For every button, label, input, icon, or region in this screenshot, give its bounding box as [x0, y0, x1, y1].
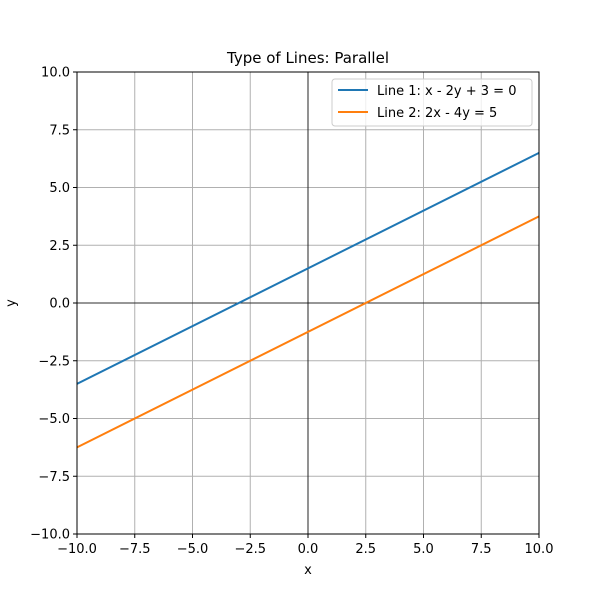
- series-layer: [76, 151, 540, 449]
- x-tick-label: 5.0: [413, 542, 434, 557]
- y-axis-ticks: −10.0 −7.5 −5.0 −2.5 0.0 2.5 5.0 7.5 10.0: [30, 66, 77, 543]
- y-tick-label: 5.0: [49, 181, 70, 196]
- y-tick-label: 7.5: [49, 123, 70, 138]
- y-tick-label: 10.0: [41, 66, 70, 81]
- legend-label-line-2: Line 2: 2x - 4y = 5: [377, 106, 497, 121]
- x-tick-label: −7.5: [119, 542, 151, 557]
- x-axis-ticks: −10.0 −7.5 −5.0 −2.5 0.0 2.5 5.0 7.5 10.0: [57, 534, 553, 557]
- x-axis-label: x: [304, 563, 312, 578]
- x-tick-label: −2.5: [234, 542, 266, 557]
- x-tick-label: −10.0: [57, 542, 97, 557]
- y-tick-label: 0.0: [49, 297, 70, 312]
- y-tick-label: −2.5: [38, 354, 70, 369]
- x-tick-label: 0.0: [298, 542, 319, 557]
- y-tick-label: −7.5: [38, 470, 70, 485]
- legend-box: [331, 78, 533, 127]
- x-tick-label: 7.5: [471, 542, 492, 557]
- y-tick-label: −5.0: [38, 412, 70, 427]
- legend: Line 1: x - 2y + 3 = 0 Line 2: 2x - 4y =…: [331, 78, 533, 127]
- y-tick-label: 2.5: [49, 239, 70, 254]
- series-line-1: [76, 151, 540, 385]
- legend-label-line-1: Line 1: x - 2y + 3 = 0: [377, 84, 516, 99]
- plot-area: [76, 71, 540, 535]
- y-axis-label: y: [4, 299, 19, 307]
- x-tick-label: 10.0: [525, 542, 554, 557]
- x-tick-label: −5.0: [177, 542, 209, 557]
- chart-title: Type of Lines: Parallel: [226, 49, 389, 67]
- x-tick-label: 2.5: [355, 542, 376, 557]
- series-line-2: [76, 215, 540, 449]
- zero-axis-lines: [77, 72, 539, 534]
- y-tick-label: −10.0: [30, 528, 70, 543]
